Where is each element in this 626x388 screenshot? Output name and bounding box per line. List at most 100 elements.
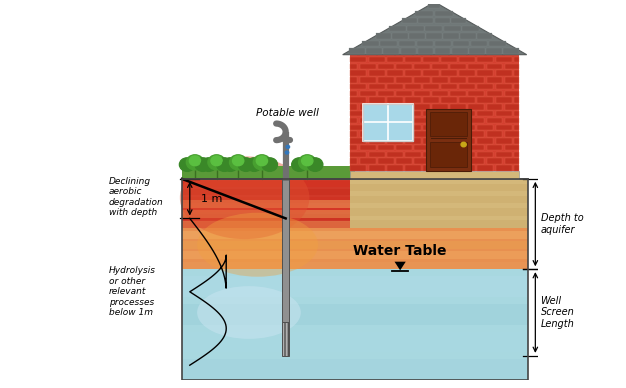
Bar [351,84,366,89]
Bar [477,33,493,38]
Circle shape [187,155,203,170]
Bar [415,10,433,16]
Bar [478,70,493,76]
Circle shape [232,156,244,166]
Bar [486,77,503,83]
Bar [459,84,475,89]
Bar [441,165,457,171]
Bar [405,165,421,171]
Bar [459,57,475,62]
Bar [377,118,394,123]
Bar [182,179,528,380]
Bar [387,138,403,144]
Bar [369,152,384,157]
Bar [434,10,453,16]
Bar [351,64,357,69]
Text: Potable well: Potable well [257,108,319,118]
Bar [351,171,519,179]
Bar [359,131,376,137]
Bar [351,220,528,228]
Circle shape [189,156,200,166]
Bar [514,57,519,62]
Bar [369,165,384,171]
Bar [486,104,503,110]
Bar [396,145,412,150]
Bar [459,165,475,171]
Bar [478,152,493,157]
Bar [423,84,439,89]
Bar [359,104,376,110]
Bar [351,104,357,110]
Bar [351,138,366,144]
Bar [349,48,365,54]
Bar [450,131,466,137]
Bar [405,152,421,157]
Bar [387,70,403,76]
Bar [450,104,466,110]
Bar [423,165,439,171]
Bar [414,118,430,123]
Bar [399,41,415,46]
Bar [496,57,511,62]
Bar [182,262,528,269]
Bar [450,91,466,96]
Circle shape [299,155,316,170]
Bar [514,152,519,157]
Bar [432,131,448,137]
Bar [432,77,448,83]
Bar [405,125,421,130]
Text: Well
Screen
Length: Well Screen Length [540,296,574,329]
Bar [486,131,503,137]
Bar [182,251,528,259]
Bar [182,179,528,228]
Bar [182,205,528,211]
Bar [432,91,448,96]
Bar [405,70,421,76]
Bar [384,48,399,54]
Bar [414,91,430,96]
Bar [459,138,475,144]
Bar [351,165,366,171]
Bar [401,48,416,54]
Bar [359,158,376,164]
Bar [351,179,528,228]
Bar [377,158,394,164]
Bar [452,48,468,54]
Bar [459,70,475,76]
Bar [396,118,412,123]
Bar [359,118,376,123]
Bar [409,33,425,38]
Bar [423,97,439,103]
Bar [359,64,376,69]
Bar [414,131,430,137]
Bar [351,70,366,76]
Bar [282,322,289,356]
Bar [428,3,440,9]
Bar [468,145,485,150]
Bar [182,304,528,325]
Bar [496,111,511,116]
Bar [414,104,430,110]
Bar [381,41,397,46]
Bar [468,104,485,110]
Circle shape [201,158,217,171]
Bar [396,104,412,110]
Bar [423,57,439,62]
Bar [486,48,501,54]
Text: Hydrolysis
or other
relevant
processes
below 1m: Hydrolysis or other relevant processes b… [108,267,156,317]
Bar [182,213,528,220]
Bar [359,77,376,83]
Circle shape [256,156,267,166]
Bar [351,158,357,164]
Bar [423,111,439,116]
Circle shape [292,158,307,171]
Bar [434,18,450,23]
Bar [441,138,457,144]
Text: Declining
aerobic
degradation
with depth: Declining aerobic degradation with depth [108,177,163,217]
Bar [505,64,519,69]
Bar [486,118,503,123]
Bar [351,57,366,62]
Bar [387,111,403,116]
Bar [505,104,519,110]
Bar [441,84,457,89]
